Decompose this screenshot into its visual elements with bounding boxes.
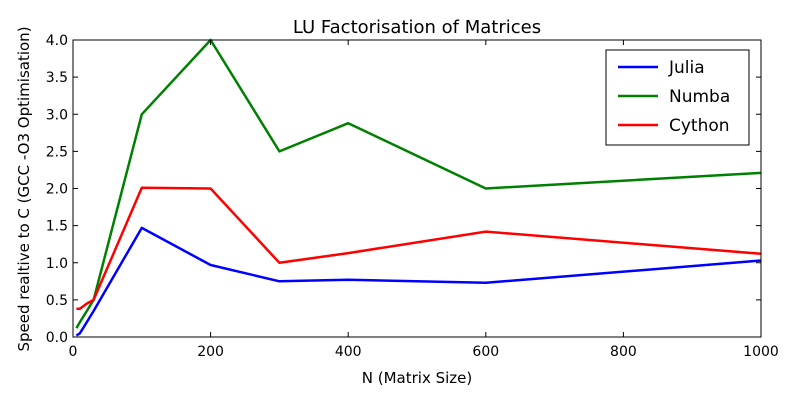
x-tick-label: 0	[69, 344, 78, 360]
x-tick-label: 800	[610, 344, 637, 360]
legend-label-numba: Numba	[669, 87, 730, 107]
series-line-julia	[75, 226, 762, 337]
series-line-numba	[75, 38, 762, 329]
ticks-layer: 0 200 400 600 800 1000 0.0 0.5 1.0 1.5 2.0 2.5 3.0 3.…	[46, 33, 779, 360]
y-tick-label: 4.0	[46, 33, 68, 49]
y-tick-label: 2.0	[46, 182, 68, 198]
chart-title: LU Factorisation of Matrices	[293, 17, 541, 38]
x-tick-label: 600	[472, 344, 499, 360]
series-layer	[75, 38, 762, 337]
y-tick-label: 0.5	[46, 293, 68, 309]
y-tick-label: 3.0	[46, 107, 68, 123]
x-tick-label: 1000	[743, 344, 779, 360]
y-tick-label: 2.5	[46, 144, 68, 160]
legend: Julia Numba Cython	[605, 49, 750, 146]
y-axis-label: Speed realtive to C (GCC -O3 Optimisatio…	[15, 26, 33, 351]
y-tick-label: 3.5	[46, 70, 68, 86]
series-line-cython	[76, 186, 762, 311]
x-axis-label: N (Matrix Size)	[362, 369, 472, 387]
y-tick-label: 1.5	[46, 219, 68, 235]
x-tick-label: 200	[197, 344, 224, 360]
x-tick-label: 400	[335, 344, 362, 360]
legend-label-julia: Julia	[668, 58, 705, 78]
y-tick-label: 1.0	[46, 256, 68, 272]
y-tick-label: 0.0	[46, 330, 68, 346]
legend-label-cython: Cython	[669, 116, 730, 136]
